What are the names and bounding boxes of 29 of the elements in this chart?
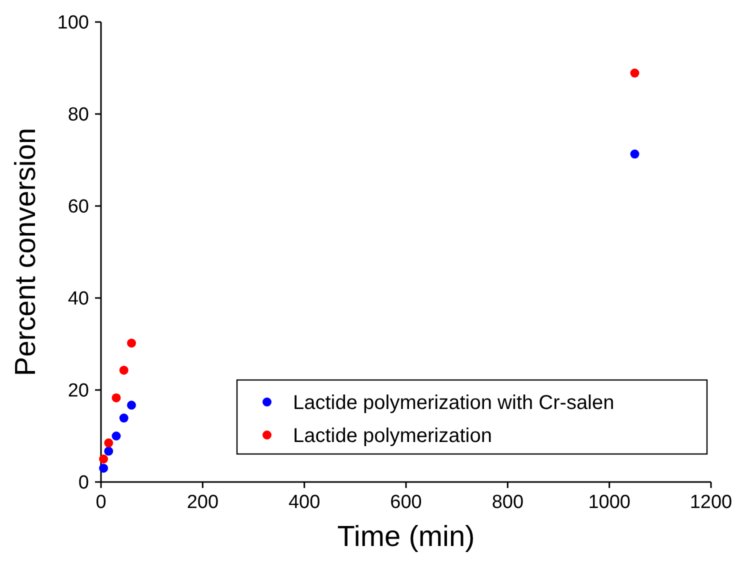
point <box>112 432 121 440</box>
point <box>104 438 114 448</box>
point <box>119 366 128 375</box>
point <box>112 393 121 402</box>
x-tick-label: 600 <box>390 492 422 513</box>
legend-label: Lactide polymerization <box>293 425 492 447</box>
x-tick-label: 800 <box>492 492 524 513</box>
y-tick-label: 20 <box>68 380 89 402</box>
x-tick-label: 200 <box>186 492 219 513</box>
point <box>630 150 640 159</box>
point <box>630 68 640 78</box>
point <box>104 446 114 456</box>
x-axis-title: Time (min) <box>337 521 475 553</box>
point <box>99 454 108 464</box>
point <box>127 338 136 348</box>
y-tick-label: 100 <box>57 12 89 34</box>
x-tick-label: 0 <box>96 492 106 513</box>
y-tick-label: 0 <box>78 472 89 494</box>
y-tick-label: 60 <box>68 196 89 218</box>
y-tick-label: 40 <box>68 288 89 310</box>
point <box>119 414 128 423</box>
x-tick-label: 1200 <box>690 492 732 513</box>
point <box>99 464 108 473</box>
x-tick-label: 1000 <box>588 492 630 513</box>
y-axis-title: Percent conversion <box>10 128 42 376</box>
legend-label: Lactide polymerization with Cr-salen <box>293 392 614 414</box>
x-tick-label: 400 <box>288 492 320 513</box>
y-tick-label: 80 <box>68 104 89 126</box>
point <box>127 400 136 410</box>
